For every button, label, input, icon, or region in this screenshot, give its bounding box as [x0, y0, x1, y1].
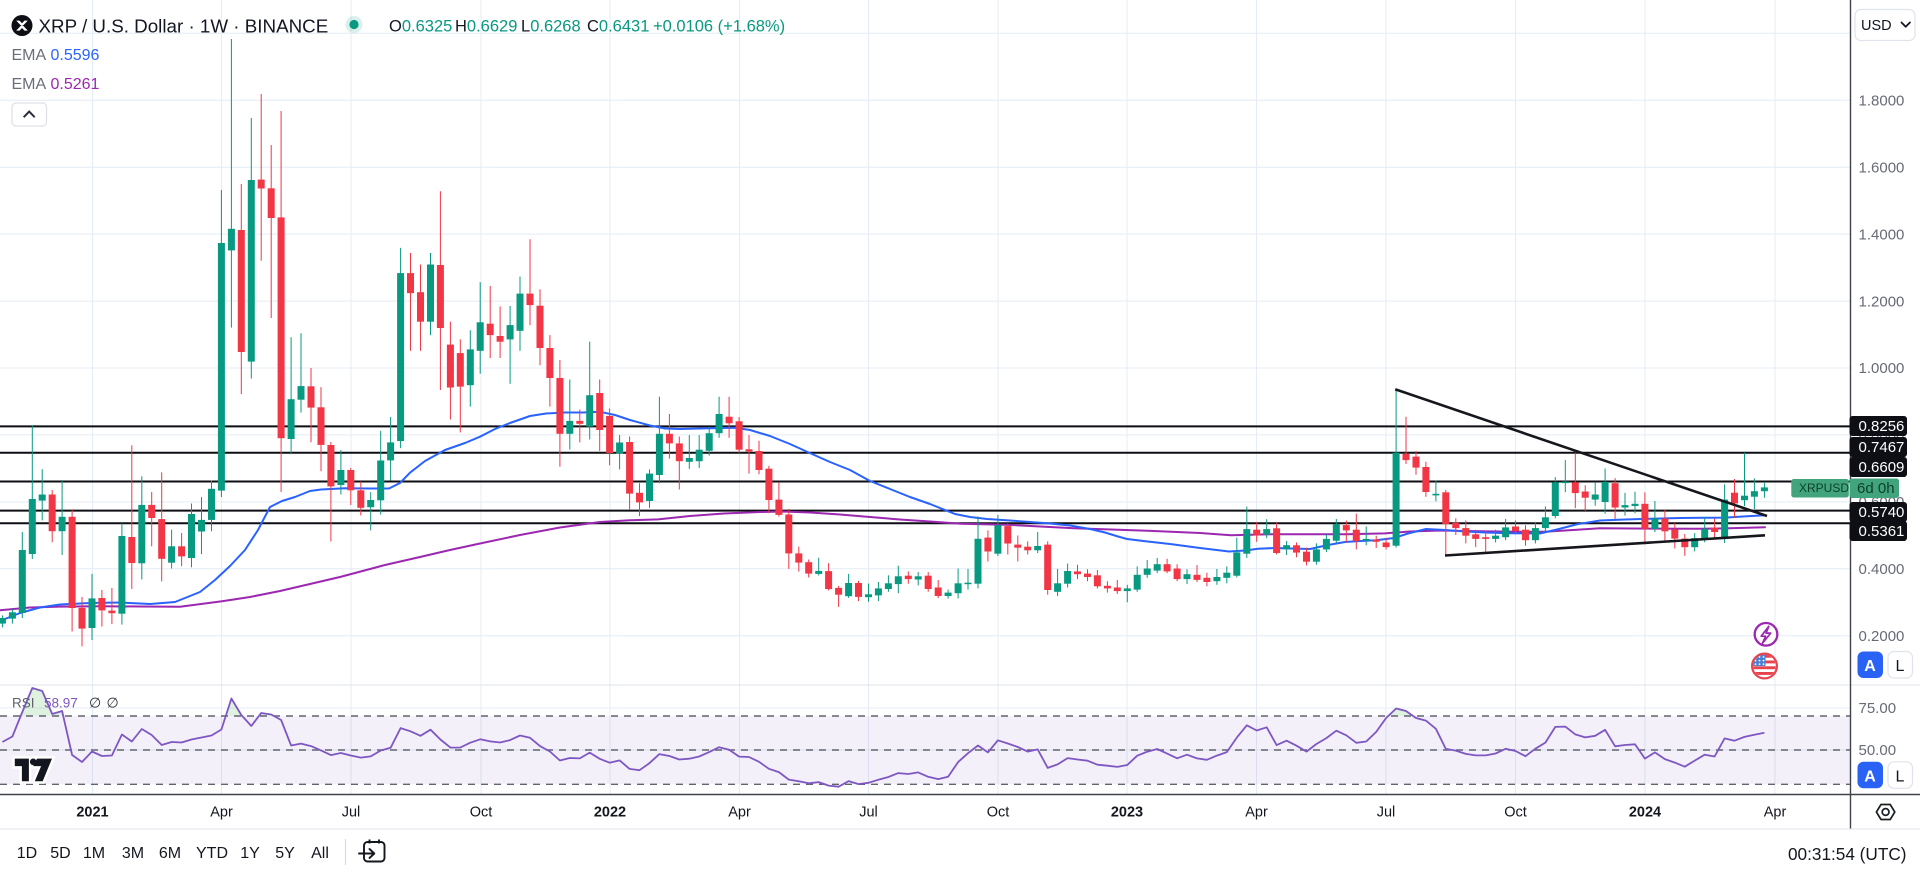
svg-text:1M: 1M — [83, 845, 105, 862]
svg-text:Oct: Oct — [987, 805, 1010, 821]
svg-text:5D: 5D — [50, 845, 70, 862]
svg-text:YTD: YTD — [196, 845, 228, 862]
svg-text:0.2000: 0.2000 — [1859, 628, 1905, 645]
svg-text:0.4000: 0.4000 — [1859, 561, 1905, 578]
svg-text:0.6609: 0.6609 — [1859, 459, 1905, 476]
svg-text:00:31:54 (UTC): 00:31:54 (UTC) — [1788, 844, 1906, 864]
svg-text:0.5261: 0.5261 — [51, 76, 100, 93]
svg-text:Oct: Oct — [470, 805, 493, 821]
svg-text:2022: 2022 — [594, 805, 626, 821]
svg-text:∅: ∅ — [107, 695, 119, 711]
svg-text:1.4000: 1.4000 — [1859, 226, 1905, 243]
svg-text:75.00: 75.00 — [1859, 700, 1897, 717]
svg-text:Apr: Apr — [1245, 805, 1268, 821]
svg-text:Apr: Apr — [728, 805, 751, 821]
svg-text:All: All — [311, 845, 329, 862]
svg-text:1.0000: 1.0000 — [1859, 360, 1905, 377]
svg-text:USD: USD — [1861, 18, 1892, 34]
svg-text:Oct: Oct — [1504, 805, 1527, 821]
svg-text:Apr: Apr — [210, 805, 233, 821]
svg-text:2023: 2023 — [1111, 805, 1143, 821]
svg-text:+0.0106 (+1.68%): +0.0106 (+1.68%) — [653, 18, 785, 36]
svg-text:0.5740: 0.5740 — [1859, 504, 1905, 521]
svg-text:0.7467: 0.7467 — [1859, 439, 1905, 456]
svg-text:L: L — [1896, 658, 1905, 675]
svg-text:2021: 2021 — [76, 805, 108, 821]
svg-text:1.8000: 1.8000 — [1859, 92, 1905, 109]
svg-text:1.6000: 1.6000 — [1859, 159, 1905, 176]
svg-text:A: A — [1864, 658, 1876, 675]
svg-text:3M: 3M — [122, 845, 144, 862]
svg-text:6M: 6M — [159, 845, 181, 862]
svg-text:EMA: EMA — [12, 47, 47, 64]
svg-text:1Y: 1Y — [240, 845, 260, 862]
svg-text:XRPUSD: XRPUSD — [1799, 481, 1849, 495]
svg-text:Jul: Jul — [342, 805, 361, 821]
svg-text:50.00: 50.00 — [1859, 742, 1897, 759]
svg-text:Jul: Jul — [1377, 805, 1396, 821]
svg-text:C0.6431: C0.6431 — [587, 18, 649, 36]
svg-text:L: L — [1896, 768, 1905, 785]
svg-text:∅: ∅ — [89, 695, 101, 711]
svg-text:0.8256: 0.8256 — [1859, 418, 1905, 435]
svg-text:Jul: Jul — [859, 805, 878, 821]
svg-text:EMA: EMA — [12, 76, 47, 93]
svg-text:6d 0h: 6d 0h — [1857, 480, 1895, 497]
svg-text:A: A — [1864, 768, 1876, 785]
svg-text:L0.6268: L0.6268 — [521, 18, 581, 36]
svg-text:58.97: 58.97 — [44, 696, 78, 711]
svg-text:1.2000: 1.2000 — [1859, 293, 1905, 310]
svg-text:0.5361: 0.5361 — [1859, 523, 1905, 540]
svg-text:RSI: RSI — [12, 696, 35, 711]
svg-text:XRP / U.S. Dollar · 1W · BINAN: XRP / U.S. Dollar · 1W · BINANCE — [39, 15, 329, 36]
svg-text:H0.6629: H0.6629 — [455, 18, 517, 36]
svg-text:1D: 1D — [17, 845, 37, 862]
svg-text:0.5596: 0.5596 — [51, 47, 100, 64]
svg-text:5Y: 5Y — [275, 845, 295, 862]
svg-text:2024: 2024 — [1629, 805, 1661, 821]
svg-text:Apr: Apr — [1764, 805, 1787, 821]
svg-text:O0.6325: O0.6325 — [389, 18, 452, 36]
